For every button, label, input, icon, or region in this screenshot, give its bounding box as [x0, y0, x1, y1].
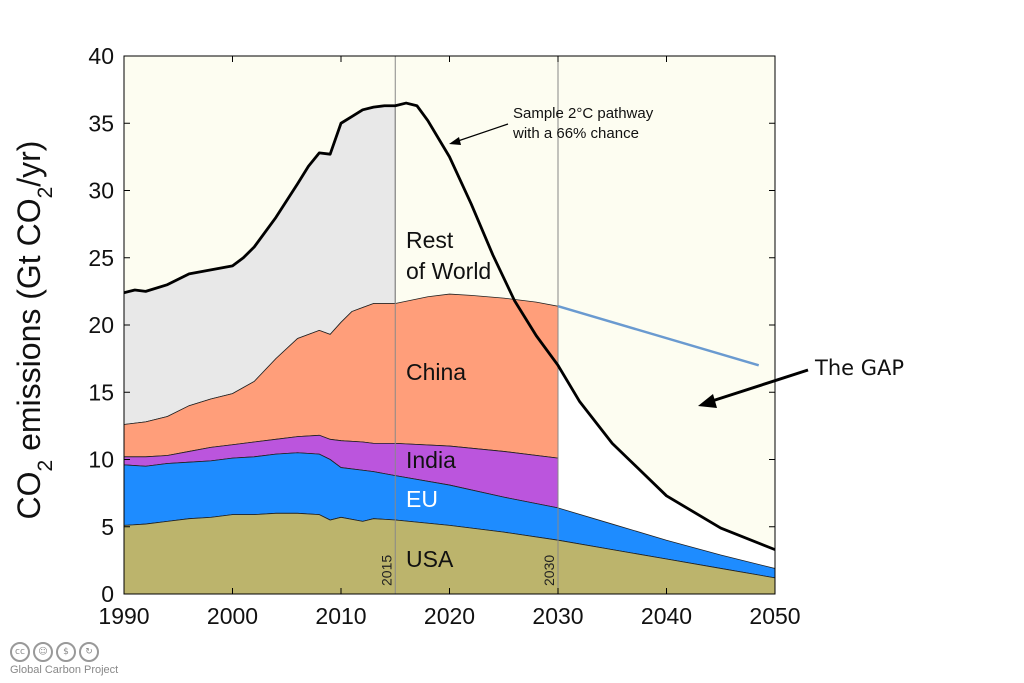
credit-text: Global Carbon Project	[10, 664, 119, 676]
credit-block: cc ☺ $ ↻ Global Carbon Project	[10, 642, 118, 676]
x-tick-label: 2050	[749, 603, 800, 629]
area-usa	[123, 512, 776, 595]
label-china: China	[406, 359, 466, 385]
region-labels: Rest of World China India EU USA	[406, 227, 491, 572]
vline-label-2030: 2030	[541, 555, 557, 586]
label-eu: EU	[406, 486, 438, 512]
y-axis-label: CO2 emissions (Gt CO2/yr)	[11, 141, 57, 520]
gap-arrowhead	[698, 394, 717, 408]
cc-icon: cc	[10, 642, 30, 662]
y-tick-label: 5	[101, 514, 114, 540]
y-tick-label: 35	[88, 110, 114, 136]
x-tick-label: 2000	[207, 603, 258, 629]
pathway-group	[123, 101, 776, 551]
y-tick-label: 0	[101, 581, 114, 607]
gap-arrow-line	[711, 368, 809, 403]
label-rest-line1: Rest	[406, 227, 454, 253]
y-tick-label: 20	[88, 312, 114, 338]
sa-icon: ↻	[79, 642, 99, 662]
year-markers: 2015 2030	[378, 56, 559, 594]
pathway-annotation-line2: with a 66% chance	[512, 125, 639, 142]
axes: 1990 2000 2010 2020 2030 2040 2050 0 5 10 15 20 25 30…	[88, 43, 800, 629]
gap-label: The GAP	[814, 356, 904, 380]
label-rest-line2: of World	[406, 258, 491, 284]
pathway-line	[123, 101, 776, 551]
x-tick-label: 2030	[532, 603, 583, 629]
y-tick-label: 40	[88, 43, 114, 69]
license-icons: cc ☺ $ ↻	[10, 642, 118, 662]
vline-label-2015: 2015	[378, 555, 394, 586]
by-icon: ☺	[33, 642, 53, 662]
pathway-annotation-line1: Sample 2°C pathway	[513, 105, 654, 122]
label-india: India	[406, 447, 456, 473]
x-tick-label: 2020	[424, 603, 475, 629]
x-tick-label: 2040	[641, 603, 692, 629]
y-tick-label: 30	[88, 178, 114, 204]
x-tick-label: 1990	[98, 603, 149, 629]
gap-area	[558, 365, 775, 569]
pathway-arrowhead	[449, 137, 461, 145]
stacked-areas	[123, 105, 776, 595]
y-tick-label: 10	[88, 447, 114, 473]
y-tick-label: 25	[88, 245, 114, 271]
gap-connector-line	[557, 304, 760, 367]
y-tick-label: 15	[88, 379, 114, 405]
annotations: Sample 2°C pathway with a 66% chance The…	[449, 105, 904, 408]
nc-icon: $	[56, 642, 76, 662]
pathway-annotation-arrow	[454, 123, 509, 143]
x-tick-label: 2010	[315, 603, 366, 629]
label-usa: USA	[406, 546, 454, 572]
